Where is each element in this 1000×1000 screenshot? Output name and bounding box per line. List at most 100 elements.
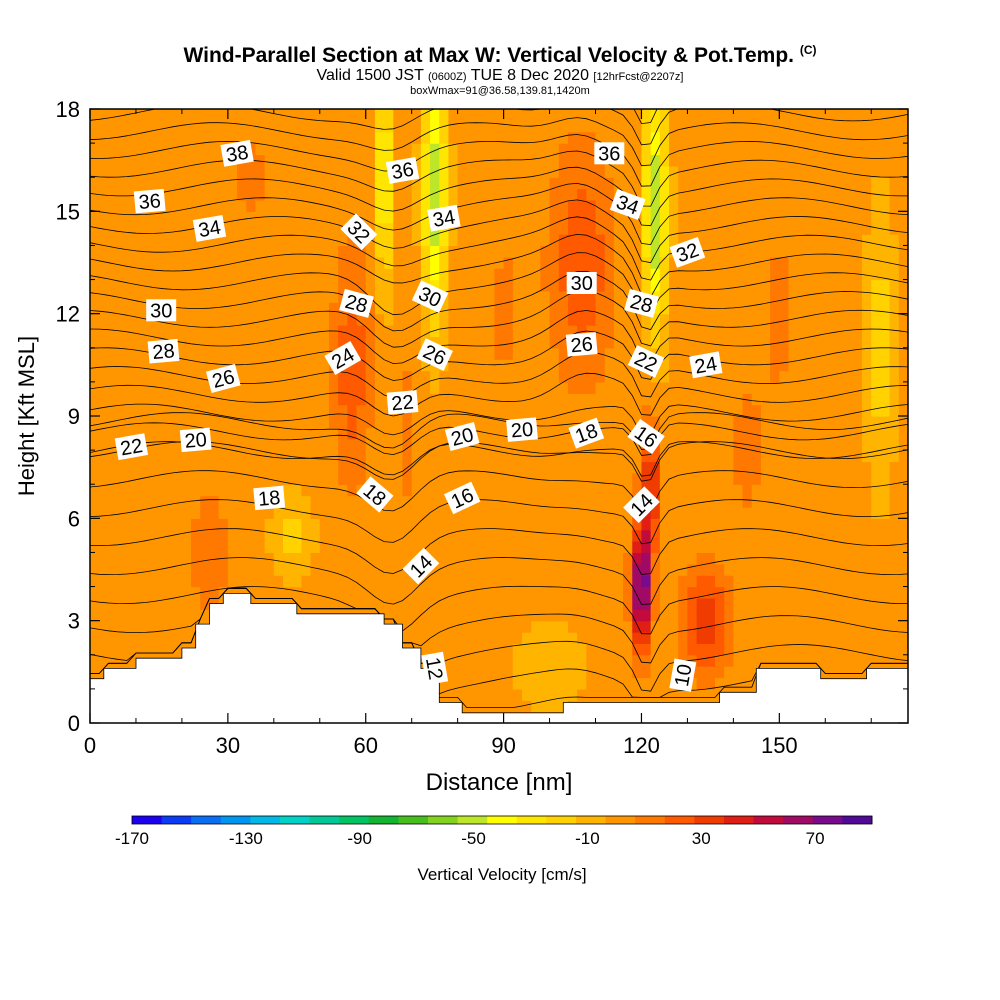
velocity-cell	[145, 268, 155, 281]
velocity-cell	[531, 256, 541, 269]
velocity-cell	[843, 427, 854, 440]
velocity-cell	[687, 177, 698, 190]
velocity-cell	[393, 586, 404, 599]
velocity-cell	[687, 586, 698, 599]
velocity-cell	[292, 529, 302, 542]
velocity-cell	[880, 472, 891, 485]
velocity-cell	[466, 586, 477, 599]
velocity-cell	[135, 427, 146, 440]
velocity-cell	[264, 154, 275, 167]
velocity-cell	[797, 313, 808, 326]
velocity-cell	[494, 518, 505, 531]
velocity-cell	[632, 541, 643, 554]
velocity-cell	[724, 506, 734, 519]
velocity-cell	[319, 268, 330, 281]
velocity-cell	[476, 120, 486, 133]
velocity-cell	[246, 199, 257, 212]
velocity-cell	[549, 222, 560, 235]
velocity-cell	[356, 347, 367, 360]
velocity-cell	[816, 222, 826, 235]
velocity-cell	[448, 290, 459, 303]
velocity-cell	[191, 597, 201, 610]
velocity-cell	[760, 268, 771, 281]
velocity-cell	[770, 279, 780, 292]
velocity-cell	[604, 393, 615, 406]
velocity-cell	[816, 268, 826, 281]
theta-contour-line	[90, 216, 908, 281]
velocity-cell	[466, 461, 477, 474]
velocity-cell	[604, 677, 615, 690]
velocity-cell	[567, 654, 578, 667]
velocity-cell	[420, 313, 431, 326]
velocity-cell	[273, 222, 284, 235]
velocity-cell	[586, 234, 597, 247]
velocity-cell	[586, 450, 597, 463]
velocity-cell	[145, 461, 155, 474]
velocity-cell	[889, 347, 900, 360]
velocity-cell	[310, 177, 321, 190]
velocity-cell	[246, 177, 257, 190]
velocity-cell	[439, 188, 450, 201]
velocity-cell	[889, 529, 900, 542]
velocity-cell	[227, 109, 238, 121]
contour-label-box	[627, 345, 665, 378]
velocity-cell	[145, 245, 155, 258]
velocity-cell	[687, 188, 698, 201]
velocity-cell	[310, 336, 321, 349]
velocity-cell	[365, 165, 376, 178]
velocity-cell	[374, 347, 385, 360]
velocity-cell	[255, 154, 266, 167]
velocity-cell	[301, 313, 312, 326]
velocity-cell	[503, 336, 514, 349]
velocity-cell	[466, 450, 477, 463]
velocity-cell	[117, 586, 128, 599]
velocity-cell	[696, 643, 707, 656]
velocity-cell	[209, 575, 220, 588]
velocity-cell	[871, 563, 882, 576]
velocity-cell	[393, 302, 404, 315]
velocity-cell	[135, 165, 146, 178]
velocity-cell	[540, 325, 551, 338]
velocity-cell	[237, 177, 247, 190]
contour-label-text: 22	[391, 391, 415, 415]
velocity-cell	[430, 461, 440, 474]
velocity-cell	[696, 381, 707, 394]
velocity-cell	[641, 552, 652, 565]
velocity-cell	[650, 586, 661, 599]
velocity-cell	[696, 290, 707, 303]
velocity-cell	[466, 416, 477, 428]
velocity-cell	[678, 393, 689, 406]
velocity-cell	[816, 484, 826, 497]
velocity-cell	[825, 154, 836, 167]
velocity-cell	[577, 256, 587, 269]
velocity-cell	[724, 279, 734, 292]
velocity-cell	[852, 529, 863, 542]
velocity-cell	[567, 506, 578, 519]
velocity-cell	[273, 472, 284, 485]
velocity-cell	[209, 393, 220, 406]
velocity-cell	[439, 370, 450, 383]
velocity-cell	[356, 131, 367, 144]
velocity-cell	[264, 245, 275, 258]
velocity-cell	[246, 256, 257, 269]
velocity-cell	[90, 359, 100, 372]
velocity-cell	[577, 563, 587, 576]
velocity-cell	[825, 518, 836, 531]
velocity-cell	[770, 143, 780, 156]
velocity-cell	[292, 381, 302, 394]
velocity-cell	[273, 256, 284, 269]
velocity-cell	[310, 370, 321, 383]
velocity-cell	[374, 541, 385, 554]
velocity-cell	[595, 109, 606, 121]
velocity-cell	[540, 222, 551, 235]
velocity-cell	[338, 336, 348, 349]
velocity-cell	[705, 393, 716, 406]
velocity-cell	[227, 404, 238, 417]
velocity-cell	[613, 120, 624, 133]
velocity-cell	[733, 393, 744, 406]
velocity-cell	[494, 666, 505, 679]
velocity-cell	[264, 438, 275, 451]
velocity-cell	[567, 404, 578, 417]
velocity-cell	[733, 609, 744, 622]
velocity-cell	[200, 347, 211, 360]
